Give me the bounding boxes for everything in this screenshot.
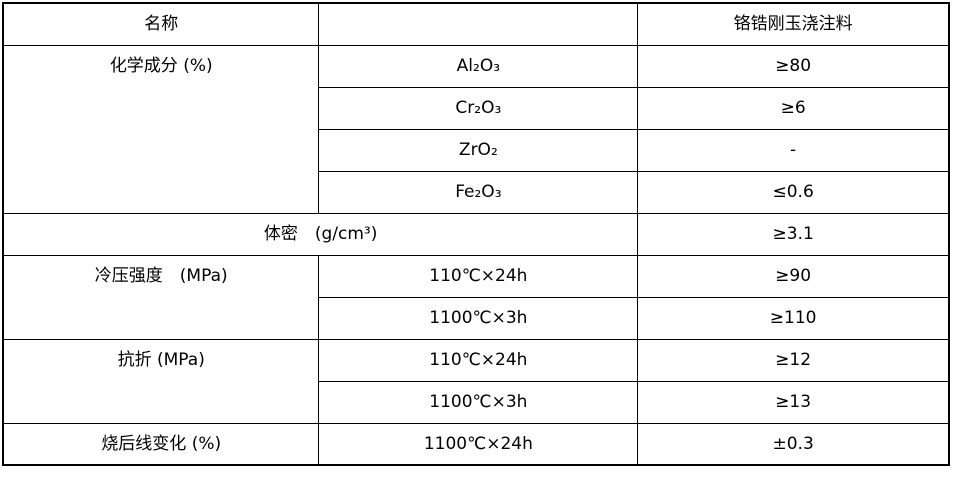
ccs-condition-1100c-3h-cell: 1100℃×3h xyxy=(318,296,639,340)
chemical-composition-label-cell: 化学成分 (%) xyxy=(2,44,320,214)
component-al2o3-cell: Al₂O₃ xyxy=(318,44,639,88)
table-row-zro2: ZrO₂ - xyxy=(3,128,950,172)
header-product-cell: 铬锆刚玉浇注料 xyxy=(637,2,950,46)
flex-condition-110c-24h-cell: 110℃×24h xyxy=(318,338,639,382)
value-zro2-cell: - xyxy=(637,128,950,172)
bulk-density-label-cell: 体密 (g/cm³) xyxy=(2,212,639,256)
linear-change-label-cell: 烧后线变化 (%) xyxy=(2,422,320,466)
component-zro2-cell: ZrO₂ xyxy=(318,128,639,172)
value-al2o3-cell: ≥80 xyxy=(637,44,950,88)
flexural-strength-label: 抗折 (MPa) xyxy=(117,350,205,371)
flex-value-1100c-3h-cell: ≥13 xyxy=(637,380,950,424)
table-row-bulk-density: 体密 (g/cm³) ≥3.1 xyxy=(2,212,950,256)
chemical-composition-label: 化学成分 (%) xyxy=(109,56,213,77)
ccs-value-110c-24h-cell: ≥90 xyxy=(637,254,950,298)
component-cr2o3-cell: Cr₂O₃ xyxy=(318,86,639,130)
table-row-ccs-110: 冷压强度 (MPa) 110℃×24h ≥90 xyxy=(2,254,950,340)
linear-change-value-cell: ±0.3 xyxy=(637,422,950,466)
component-fe2o3-cell: Fe₂O₃ xyxy=(318,170,639,214)
table-row-linear-change: 烧后线变化 (%) 1100℃×24h ±0.3 xyxy=(2,422,950,466)
linear-change-condition-cell: 1100℃×24h xyxy=(318,422,639,466)
table-row-flex-110: 抗折 (MPa) 110℃×24h ≥12 xyxy=(2,338,950,424)
cold-crushing-strength-label-cell: 冷压强度 (MPa) xyxy=(2,254,320,340)
flex-condition-1100c-3h-cell: 1100℃×3h xyxy=(318,380,639,424)
value-cr2o3-cell: ≥6 xyxy=(637,86,950,130)
value-fe2o3-cell: ≤0.6 xyxy=(637,170,950,214)
header-blank-cell xyxy=(318,2,639,46)
ccs-condition-110c-24h-cell: 110℃×24h xyxy=(318,254,639,298)
table-row-ccs-1100: 1100℃×3h ≥110 xyxy=(3,296,950,340)
flexural-strength-label-cell: 抗折 (MPa) xyxy=(2,338,320,424)
table-row-al2o3: 化学成分 (%) Al₂O₃ ≥80 xyxy=(2,44,950,214)
table-row-fe2o3: Fe₂O₃ ≤0.6 xyxy=(3,170,950,214)
table-row-cr2o3: Cr₂O₃ ≥6 xyxy=(3,86,950,130)
flex-value-110c-24h-cell: ≥12 xyxy=(637,338,950,382)
product-spec-table: 名称 铬锆刚玉浇注料 化学成分 (%) Al₂O₃ ≥80 Cr₂O₃ ≥6 Z… xyxy=(2,2,950,466)
table-row-flex-1100: 1100℃×3h ≥13 xyxy=(3,380,950,424)
cold-crushing-strength-label: 冷压强度 (MPa) xyxy=(94,266,228,287)
ccs-value-1100c-3h-cell: ≥110 xyxy=(637,296,950,340)
header-row: 名称 铬锆刚玉浇注料 xyxy=(2,2,950,46)
header-name-cell: 名称 xyxy=(2,2,320,46)
bulk-density-value-cell: ≥3.1 xyxy=(637,212,950,256)
